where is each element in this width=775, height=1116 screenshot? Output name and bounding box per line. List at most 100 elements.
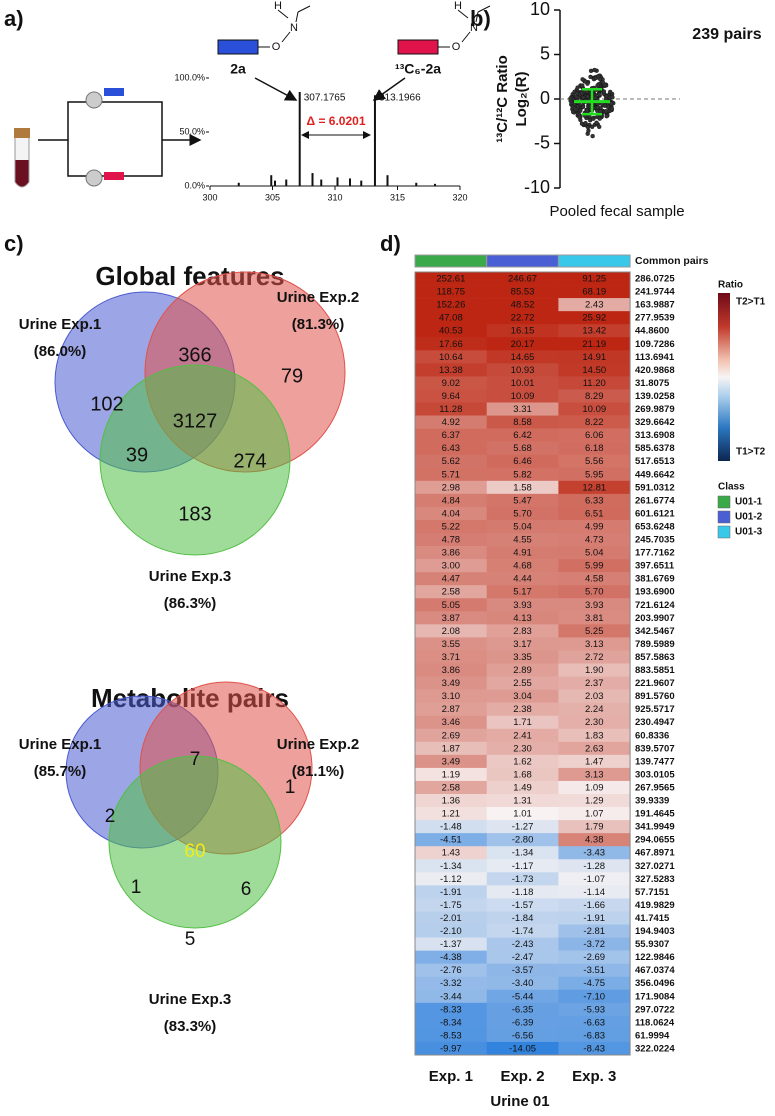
heatmap-cell	[415, 493, 487, 508]
mz-label: 925.5717	[635, 704, 675, 715]
cell-value: 2.41	[513, 730, 532, 741]
heatmap-cell	[415, 350, 487, 364]
cell-value: 1.87	[442, 743, 461, 754]
mz-label: 177.7162	[635, 548, 675, 559]
heatmap-cell	[415, 467, 487, 482]
heatmap-cell	[486, 833, 559, 847]
heatmap-cell	[558, 728, 631, 743]
cell-value: -2.69	[583, 952, 605, 963]
mz-label: 31.8075	[635, 378, 670, 389]
cell-value: -1.91	[440, 887, 462, 898]
venn-count: 79	[281, 365, 303, 387]
point-cloud	[579, 121, 585, 126]
heatmap-cell	[558, 637, 631, 651]
cell-value: 5.04	[513, 521, 532, 532]
cell-value: 3.49	[442, 678, 461, 689]
heatmap-cell	[415, 585, 487, 599]
mz-label: 241.9744	[635, 287, 675, 298]
mz-label: 267.9565	[635, 782, 675, 793]
box	[67, 101, 163, 177]
set-name: Urine Exp.1	[19, 736, 102, 753]
mz-label: 397.6511	[635, 561, 675, 572]
heatmap-cell	[415, 924, 487, 938]
cell-value: 2.63	[585, 743, 604, 754]
heatmap-cell	[415, 559, 487, 573]
heatmap-cell	[486, 272, 559, 286]
heatmap-cell	[415, 454, 487, 469]
peak-label: 313.1966	[379, 93, 421, 104]
x-tick-label: 320	[452, 192, 467, 202]
cell-value: 91.25	[582, 274, 606, 285]
point-cloud	[600, 80, 605, 85]
cell-value: 246.67	[508, 274, 537, 285]
heatmap-cell	[558, 585, 631, 599]
cell-value: 1.47	[585, 756, 604, 767]
mz-label: 118.0624	[635, 1017, 675, 1028]
tube-sample	[15, 160, 29, 187]
mz-label: 109.7286	[635, 339, 675, 350]
cell-value: 1.58	[513, 482, 532, 493]
y-tick-label: 10	[530, 0, 550, 19]
heatmap-cell	[415, 1002, 487, 1017]
heatmap-cell	[415, 480, 487, 495]
heatmap-cell	[415, 298, 487, 312]
set-percent: (85.7%)	[34, 763, 87, 780]
cell-value: -6.56	[512, 1030, 534, 1041]
cell-value: -3.43	[583, 848, 605, 859]
heatmap-cell	[486, 506, 559, 521]
point-cloud	[597, 92, 602, 97]
point-cloud	[585, 81, 590, 86]
venn-count: 60	[184, 841, 205, 862]
cell-value: 3.93	[513, 600, 532, 611]
heatmap-cell	[415, 376, 487, 390]
mz-label: 585.6378	[635, 443, 675, 454]
heatmap-cell	[415, 859, 487, 873]
cell-value: -2.76	[440, 965, 462, 976]
panel-label: c)	[4, 231, 24, 256]
heatmap-cell	[415, 598, 487, 612]
heatmap-cell	[415, 963, 487, 977]
cell-value: -14.05	[509, 1043, 536, 1054]
cell-value: -2.01	[440, 913, 462, 924]
heatmap-cell	[415, 767, 487, 782]
cell-value: 10.09	[511, 391, 535, 402]
cell-value: 4.55	[513, 535, 532, 546]
heatmap-cell	[558, 872, 631, 886]
cell-value: -1.74	[512, 926, 534, 937]
cell-value: 2.87	[442, 704, 461, 715]
workflow-diagram	[14, 5, 491, 188]
cell-value: 3.13	[585, 769, 604, 780]
cell-value: 6.42	[513, 430, 532, 441]
atom-label: N	[290, 22, 298, 34]
cell-value: 2.30	[585, 717, 604, 728]
cell-value: -8.33	[440, 1004, 462, 1015]
mz-label: 857.5863	[635, 652, 675, 663]
heatmap-cell	[486, 598, 559, 612]
cell-value: 1.19	[442, 769, 461, 780]
tag-heavy	[104, 172, 124, 180]
x-tick-label: 305	[265, 192, 280, 202]
cell-value: 5.70	[585, 587, 604, 598]
heatmap-cell	[558, 480, 631, 495]
heatmap-cell	[558, 924, 631, 938]
cell-value: -1.12	[440, 874, 462, 885]
cell-value: 20.17	[511, 339, 535, 350]
mz-label: 341.9949	[635, 822, 675, 833]
mz-label: 163.9887	[635, 300, 675, 311]
mz-label: 221.9607	[635, 678, 675, 689]
mz-label: 721.6124	[635, 600, 675, 611]
mz-label: 269.9879	[635, 404, 675, 415]
point-cloud	[575, 85, 580, 90]
venn-count: 1	[285, 777, 296, 798]
mz-label: 191.4645	[635, 809, 675, 820]
cell-value: -8.43	[583, 1043, 605, 1054]
heatmap-cell	[486, 728, 559, 743]
heatmap-cell	[415, 572, 487, 586]
cell-value: 3.17	[513, 639, 532, 650]
heatmap-cell	[486, 454, 559, 469]
cell-value: -1.14	[583, 887, 605, 898]
cell-value: -3.57	[512, 965, 534, 976]
heatmap-cell	[486, 285, 559, 299]
heatmap-cell	[486, 1015, 559, 1030]
